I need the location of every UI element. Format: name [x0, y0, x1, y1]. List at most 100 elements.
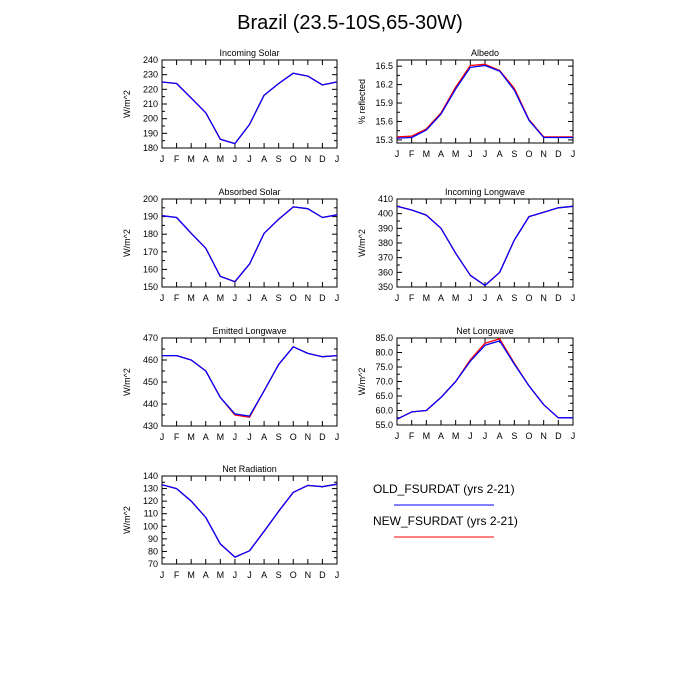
x-tick-label: A — [497, 293, 503, 303]
x-tick-label: M — [217, 154, 225, 164]
x-tick-label: M — [217, 293, 225, 303]
y-tick-label: 110 — [144, 509, 158, 519]
y-axis-label: W/m^2 — [122, 90, 132, 118]
y-tick-label: 140 — [143, 471, 158, 481]
chart-title: Net Longwave — [456, 326, 514, 336]
x-tick-label: M — [187, 154, 195, 164]
x-tick-label: A — [261, 432, 267, 442]
y-tick-label: 200 — [143, 194, 158, 204]
y-tick-label: 70 — [148, 559, 158, 569]
x-tick-label: J — [160, 293, 165, 303]
x-tick-label: J — [160, 570, 165, 580]
y-axis-label: W/m^2 — [357, 368, 367, 396]
x-tick-label: O — [525, 149, 532, 159]
legend-line-old — [394, 504, 494, 506]
y-tick-label: 15.9 — [375, 98, 393, 108]
x-tick-label: F — [409, 431, 415, 441]
x-tick-label: O — [525, 431, 532, 441]
x-tick-label: O — [290, 293, 297, 303]
x-tick-label: N — [305, 154, 312, 164]
y-tick-label: 430 — [143, 421, 158, 431]
x-tick-label: J — [335, 293, 340, 303]
x-tick-label: A — [438, 293, 444, 303]
y-tick-label: 180 — [143, 143, 158, 153]
x-tick-label: D — [555, 149, 562, 159]
chart-title: Incoming Solar — [219, 48, 279, 58]
y-tick-label: 90 — [148, 534, 158, 544]
x-tick-label: J — [233, 154, 238, 164]
x-tick-label: D — [555, 293, 562, 303]
series-line-new — [396, 63, 573, 138]
y-tick-label: 360 — [378, 267, 393, 277]
y-tick-label: 65.0 — [375, 391, 393, 401]
x-tick-label: D — [319, 570, 326, 580]
x-tick-label: O — [290, 154, 297, 164]
x-tick-label: J — [571, 149, 576, 159]
x-tick-label: J — [571, 293, 576, 303]
x-tick-label: A — [497, 149, 503, 159]
plot-frame — [161, 198, 338, 288]
y-tick-label: 390 — [378, 223, 393, 233]
x-tick-label: F — [174, 432, 180, 442]
x-tick-label: A — [438, 431, 444, 441]
x-tick-label: M — [423, 293, 431, 303]
legend-line-new — [394, 536, 494, 538]
y-tick-label: 160 — [143, 264, 158, 274]
page-title: Brazil (23.5-10S,65-30W) — [237, 12, 463, 34]
series-line-new — [396, 205, 574, 287]
x-tick-label: J — [335, 432, 340, 442]
x-tick-label: M — [452, 149, 460, 159]
x-tick-label: J — [247, 432, 252, 442]
x-tick-label: F — [409, 293, 415, 303]
x-tick-label: A — [203, 154, 209, 164]
series-line-old — [396, 64, 573, 139]
x-tick-label: J — [233, 293, 238, 303]
series-line-old — [396, 340, 573, 420]
series-line-old — [161, 206, 338, 283]
x-tick-label: M — [452, 431, 460, 441]
x-tick-label: J — [468, 293, 473, 303]
y-tick-label: 80.0 — [375, 348, 393, 358]
plot-frame — [161, 337, 338, 427]
x-tick-label: N — [305, 570, 312, 580]
y-axis-label: W/m^2 — [122, 506, 132, 534]
y-tick-label: 440 — [143, 399, 158, 409]
x-tick-label: J — [160, 154, 165, 164]
y-tick-label: 470 — [143, 333, 158, 343]
y-tick-label: 120 — [143, 496, 158, 506]
plot-frame — [161, 59, 338, 149]
x-tick-label: F — [174, 570, 180, 580]
y-tick-label: 15.6 — [375, 116, 393, 126]
x-tick-label: F — [409, 149, 415, 159]
x-tick-label: S — [511, 431, 517, 441]
x-tick-label: F — [174, 154, 180, 164]
y-tick-label: 16.5 — [375, 61, 393, 71]
x-tick-label: J — [335, 154, 340, 164]
series-line-new — [161, 72, 338, 145]
y-tick-label: 16.2 — [375, 80, 393, 90]
x-tick-label: A — [261, 154, 267, 164]
x-tick-label: N — [540, 149, 547, 159]
x-tick-label: O — [290, 570, 297, 580]
x-tick-label: J — [335, 570, 340, 580]
y-axis-label: W/m^2 — [122, 368, 132, 396]
x-tick-label: J — [233, 432, 238, 442]
series-line-new — [161, 206, 338, 283]
y-tick-label: 230 — [143, 70, 158, 80]
x-tick-label: A — [438, 149, 444, 159]
x-tick-label: M — [187, 570, 195, 580]
y-tick-label: 240 — [143, 55, 158, 65]
x-tick-label: M — [452, 293, 460, 303]
plot-frame — [396, 198, 574, 288]
x-tick-label: M — [217, 570, 225, 580]
x-tick-label: J — [483, 293, 488, 303]
y-tick-label: 370 — [378, 253, 393, 263]
y-tick-label: 380 — [378, 238, 393, 248]
x-tick-label: S — [511, 149, 517, 159]
x-tick-label: O — [525, 293, 532, 303]
series-line-old — [396, 205, 574, 287]
